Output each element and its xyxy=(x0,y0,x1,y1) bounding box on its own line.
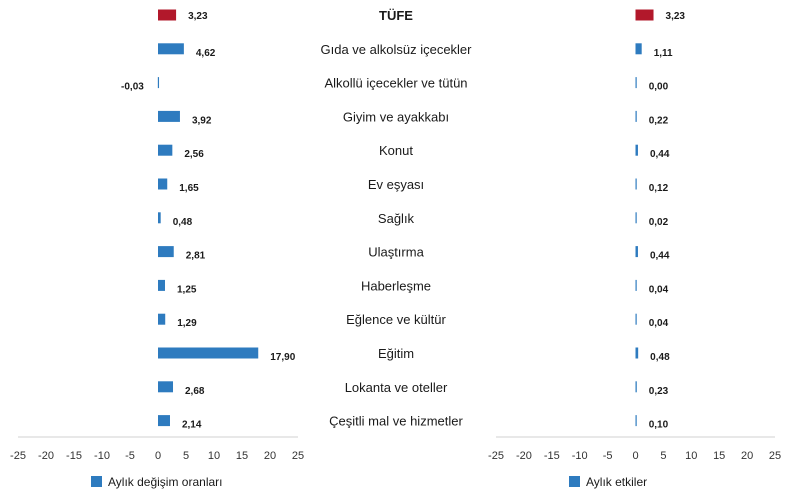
right-tick-label: 20 xyxy=(741,450,753,462)
right-bar-5 xyxy=(635,178,637,190)
left-bar-1 xyxy=(158,43,184,55)
right-value-label-0: 3,23 xyxy=(666,11,686,22)
category-label-8: Haberleşme xyxy=(361,278,431,293)
left-chart-panel: -25 -20 -15 -10 -5 0 5 10 15 20 25 3,23 4,62 -0,03 3,9… xyxy=(10,9,304,489)
left-value-label-4: 2,56 xyxy=(184,149,204,160)
left-value-label-2: -0,03 xyxy=(121,82,144,93)
right-value-label-8: 0,04 xyxy=(649,284,669,295)
right-bar-9 xyxy=(635,313,637,325)
left-bar-10 xyxy=(158,347,259,359)
right-bar-12 xyxy=(635,415,637,427)
left-value-label-3: 3,92 xyxy=(192,115,212,126)
left-bar-2 xyxy=(157,77,160,89)
left-legend-swatch xyxy=(91,476,102,487)
category-label-7: Ulaştırma xyxy=(368,245,424,260)
right-tick-label: 15 xyxy=(713,450,725,462)
left-bar-8 xyxy=(158,279,165,291)
category-label-10: Eğitim xyxy=(378,346,414,361)
left-bar-11 xyxy=(158,381,174,393)
right-value-label-1: 1,11 xyxy=(654,48,673,59)
right-bar-2 xyxy=(635,77,637,89)
left-tick-label: 15 xyxy=(236,450,248,462)
category-labels: TÜFE Gıda ve alkolsüz içecekler Alkollü iç… xyxy=(320,8,472,429)
left-bar-7 xyxy=(158,246,174,258)
left-bar-6 xyxy=(158,212,161,224)
right-legend-label: Aylık etkiler xyxy=(586,475,647,489)
left-tick-label: 10 xyxy=(208,450,220,462)
right-value-label-10: 0,48 xyxy=(650,352,670,363)
right-chart-panel: -25 -20 -15 -10 -5 0 5 10 15 20 25 3,23 1,11 0,00 0,22… xyxy=(488,9,781,489)
left-bar-9 xyxy=(158,313,166,325)
right-tick-label: -5 xyxy=(603,450,613,462)
category-label-9: Eğlence ve kültür xyxy=(346,312,446,327)
right-value-label-7: 0,44 xyxy=(650,251,670,262)
left-value-label-11: 2,68 xyxy=(185,386,205,397)
left-value-label-7: 2,81 xyxy=(186,251,206,262)
left-bar-4 xyxy=(158,144,173,156)
right-value-label-12: 0,10 xyxy=(649,420,669,431)
category-label-11: Lokanta ve oteller xyxy=(345,380,448,395)
right-tick-label: -10 xyxy=(572,450,588,462)
left-value-label-10: 17,90 xyxy=(270,352,295,363)
left-tick-label: 0 xyxy=(155,450,161,462)
right-value-label-11: 0,23 xyxy=(649,386,669,397)
left-tick-label: -10 xyxy=(94,450,110,462)
left-value-label-8: 1,25 xyxy=(177,284,197,295)
left-tick-label: -5 xyxy=(125,450,135,462)
category-label-0: TÜFE xyxy=(379,8,413,23)
right-bar-10 xyxy=(635,347,639,359)
right-tick-label: 5 xyxy=(660,450,666,462)
left-tick-label: 25 xyxy=(292,450,304,462)
right-tick-label: -25 xyxy=(488,450,504,462)
right-bar-0 xyxy=(635,9,654,21)
left-value-label-9: 1,29 xyxy=(177,318,197,329)
left-bar-3 xyxy=(158,110,180,122)
right-legend-swatch xyxy=(569,476,580,487)
category-label-5: Ev eşyası xyxy=(368,177,424,192)
left-tick-label: 20 xyxy=(264,450,276,462)
category-label-6: Sağlık xyxy=(378,211,415,226)
left-value-label-12: 2,14 xyxy=(182,420,202,431)
right-bar-4 xyxy=(635,144,638,156)
right-tick-label: 25 xyxy=(769,450,781,462)
right-tick-label: -15 xyxy=(544,450,560,462)
right-value-label-5: 0,12 xyxy=(649,183,669,194)
right-tick-label: 10 xyxy=(685,450,697,462)
left-tick-label: -20 xyxy=(38,450,54,462)
right-bar-8 xyxy=(635,279,637,291)
category-label-12: Çeşitli mal ve hizmetler xyxy=(329,414,463,429)
category-label-4: Konut xyxy=(379,143,413,158)
left-tick-label: 5 xyxy=(183,450,189,462)
left-value-label-1: 4,62 xyxy=(196,48,216,59)
left-value-label-5: 1,65 xyxy=(179,183,199,194)
right-value-label-2: 0,00 xyxy=(649,82,669,93)
left-bar-12 xyxy=(158,415,170,427)
left-value-label-6: 0,48 xyxy=(173,217,193,228)
category-label-1: Gıda ve alkolsüz içecekler xyxy=(320,42,472,57)
left-bar-0 xyxy=(158,9,177,21)
right-bar-7 xyxy=(635,246,638,258)
right-bar-6 xyxy=(635,212,637,224)
category-label-3: Giyim ve ayakkabı xyxy=(343,109,449,124)
right-bar-3 xyxy=(635,110,637,122)
right-tick-label: -20 xyxy=(516,450,532,462)
right-value-label-9: 0,04 xyxy=(649,318,669,329)
left-tick-label: -15 xyxy=(66,450,82,462)
right-bar-11 xyxy=(635,381,637,393)
category-label-2: Alkollü içecekler ve tütün xyxy=(324,76,467,91)
right-value-label-6: 0,02 xyxy=(649,217,669,228)
right-bar-1 xyxy=(635,43,642,55)
right-value-label-4: 0,44 xyxy=(650,149,670,160)
left-value-label-0: 3,23 xyxy=(188,11,208,22)
left-bar-5 xyxy=(158,178,168,190)
right-tick-label: 0 xyxy=(632,450,638,462)
left-legend-label: Aylık değişim oranları xyxy=(108,475,223,489)
left-tick-label: -25 xyxy=(10,450,26,462)
right-value-label-3: 0,22 xyxy=(649,115,669,126)
